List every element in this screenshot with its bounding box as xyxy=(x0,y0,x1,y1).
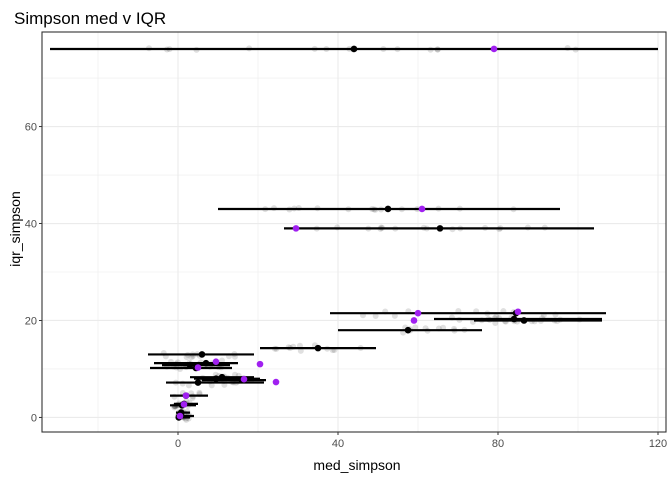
median-point xyxy=(186,361,194,369)
raw-data-point xyxy=(188,354,195,361)
raw-data-point xyxy=(196,389,203,396)
raw-data-point xyxy=(183,354,190,361)
x-tick-label: 40 xyxy=(332,438,344,450)
median-point xyxy=(436,225,444,232)
highlight-point xyxy=(292,225,300,232)
highlight-point xyxy=(272,378,280,386)
highlight-point xyxy=(212,358,220,365)
highlight-point xyxy=(194,364,202,371)
median-point xyxy=(404,326,412,334)
x-tick-label: 120 xyxy=(649,438,667,450)
x-tick-label: 80 xyxy=(492,438,504,450)
highlight-point xyxy=(418,205,426,213)
x-axis-title: med_simpson xyxy=(313,457,400,473)
highlight-point xyxy=(410,317,418,324)
highlight-point xyxy=(514,308,522,316)
plot-area: 0 40 80 120 0 20 40 60 xyxy=(25,31,667,450)
y-tick-label: 60 xyxy=(25,122,37,134)
highlight-point xyxy=(490,45,498,53)
highlight-point xyxy=(180,401,188,408)
panel-border xyxy=(41,31,667,433)
median-point xyxy=(202,359,210,367)
raw-data-point xyxy=(218,357,225,364)
median-point xyxy=(314,344,322,352)
median-point xyxy=(218,373,226,381)
highlight-point xyxy=(182,392,190,399)
y-axis-title: iqr_simpson xyxy=(7,191,23,266)
median-point xyxy=(198,351,206,358)
y-tick-label: 40 xyxy=(25,219,37,231)
median-point xyxy=(510,315,518,323)
highlight-point xyxy=(414,309,422,317)
median-point xyxy=(212,375,220,382)
raw-data-point xyxy=(412,324,419,331)
raw-data-point xyxy=(297,347,304,354)
highlight-point xyxy=(256,360,264,368)
median-point xyxy=(520,317,528,324)
y-tick-label: 0 xyxy=(31,412,37,424)
raw-data-point xyxy=(208,382,215,389)
chart-title: Simpson med v IQR xyxy=(14,9,166,28)
median-point xyxy=(194,379,202,386)
y-tick-label: 20 xyxy=(25,315,37,327)
raw-data-point xyxy=(391,312,398,319)
median-point xyxy=(384,205,392,213)
raw-data-point xyxy=(185,382,192,389)
highlight-point xyxy=(176,412,184,420)
x-tick-label: 0 xyxy=(175,438,181,450)
median-point xyxy=(350,45,358,53)
raw-data-point xyxy=(372,312,379,319)
highlight-point xyxy=(240,375,248,383)
